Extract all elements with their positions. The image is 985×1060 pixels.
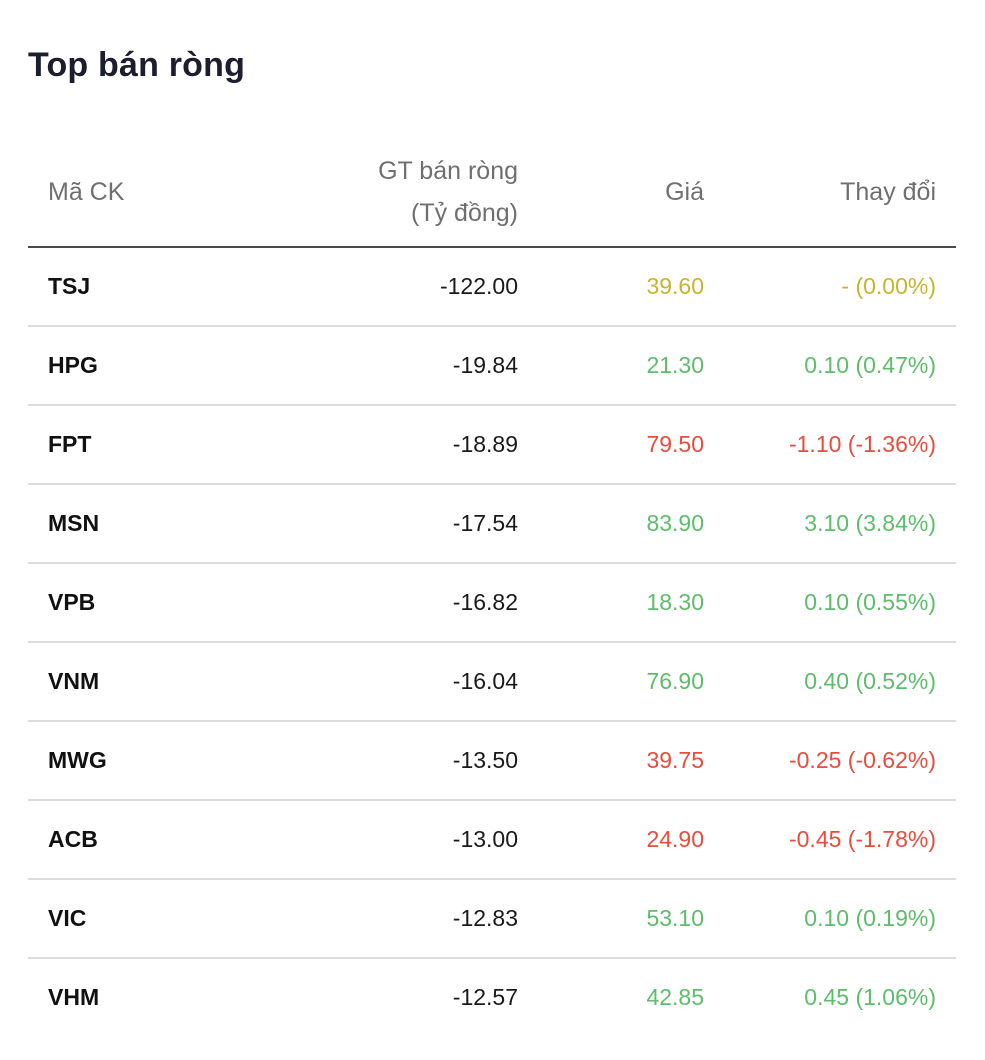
row-net-value: -12.57 xyxy=(452,984,518,1010)
row-price: 21.30 xyxy=(646,352,704,378)
row-price: 53.10 xyxy=(646,905,704,931)
header-net-value-line2: (Tỷ đồng) xyxy=(411,199,518,227)
row-symbol[interactable]: HPG xyxy=(48,352,98,378)
row-net-value: -122.00 xyxy=(439,273,518,299)
header-net-value[interactable]: GT bán ròng (Tỷ đồng) xyxy=(288,138,518,246)
row-net-value: -17.54 xyxy=(452,510,518,536)
table-row[interactable]: ACB -13.00 24.90 -0.45 (-1.78%) xyxy=(28,801,956,880)
row-price: 18.30 xyxy=(646,589,704,615)
row-price: 76.90 xyxy=(646,668,704,694)
net-sell-table: Mã CK GT bán ròng (Tỷ đồng) Giá Thay đổi… xyxy=(28,138,956,1036)
table-header: Mã CK GT bán ròng (Tỷ đồng) Giá Thay đổi xyxy=(28,138,956,248)
row-net-value: -19.84 xyxy=(452,352,518,378)
row-price: 39.60 xyxy=(646,273,704,299)
header-price[interactable]: Giá xyxy=(665,178,704,206)
row-net-value: -12.83 xyxy=(452,905,518,931)
row-change: -1.10 (-1.36%) xyxy=(788,431,936,457)
row-symbol[interactable]: VHM xyxy=(48,984,100,1010)
row-change: 0.45 (1.06%) xyxy=(804,984,936,1010)
row-symbol[interactable]: MWG xyxy=(48,747,107,773)
row-net-value: -18.89 xyxy=(452,431,518,457)
row-net-value: -13.00 xyxy=(452,826,518,852)
row-net-value: -13.50 xyxy=(452,747,518,773)
table-row[interactable]: TSJ -122.00 39.60 - (0.00%) xyxy=(28,248,956,327)
table-row[interactable]: FPT -18.89 79.50 -1.10 (-1.36%) xyxy=(28,406,956,485)
table-row[interactable]: VHM -12.57 42.85 0.45 (1.06%) xyxy=(28,959,956,1036)
table-row[interactable]: VNM -16.04 76.90 0.40 (0.52%) xyxy=(28,643,956,722)
row-price: 24.90 xyxy=(646,826,704,852)
row-price: 42.85 xyxy=(646,984,704,1010)
header-change[interactable]: Thay đổi xyxy=(840,178,936,206)
header-symbol[interactable]: Mã CK xyxy=(48,178,125,206)
row-price: 83.90 xyxy=(646,510,704,536)
row-change: 0.10 (0.19%) xyxy=(804,905,936,931)
row-change: - (0.00%) xyxy=(841,273,936,299)
row-change: -0.25 (-0.62%) xyxy=(788,747,936,773)
row-change: 0.40 (0.52%) xyxy=(804,668,936,694)
row-symbol[interactable]: VNM xyxy=(48,668,100,694)
row-change: -0.45 (-1.78%) xyxy=(788,826,936,852)
row-symbol[interactable]: FPT xyxy=(48,431,92,457)
row-symbol[interactable]: ACB xyxy=(48,826,98,852)
table-row[interactable]: VIC -12.83 53.10 0.10 (0.19%) xyxy=(28,880,956,959)
row-net-value: -16.82 xyxy=(452,589,518,615)
row-change: 0.10 (0.47%) xyxy=(804,352,936,378)
table-row[interactable]: MWG -13.50 39.75 -0.25 (-0.62%) xyxy=(28,722,956,801)
row-net-value: -16.04 xyxy=(452,668,518,694)
row-symbol[interactable]: TSJ xyxy=(48,273,91,299)
row-price: 39.75 xyxy=(646,747,704,773)
row-price: 79.50 xyxy=(646,431,704,457)
row-change: 3.10 (3.84%) xyxy=(804,510,936,536)
table-row[interactable]: VPB -16.82 18.30 0.10 (0.55%) xyxy=(28,564,956,643)
row-symbol[interactable]: VPB xyxy=(48,589,96,615)
table-row[interactable]: HPG -19.84 21.30 0.10 (0.47%) xyxy=(28,327,956,406)
header-net-value-line1: GT bán ròng xyxy=(378,157,518,185)
row-symbol[interactable]: MSN xyxy=(48,510,100,536)
row-symbol[interactable]: VIC xyxy=(48,905,87,931)
table-row[interactable]: MSN -17.54 83.90 3.10 (3.84%) xyxy=(28,485,956,564)
widget-title: Top bán ròng xyxy=(28,46,246,84)
table-body: TSJ -122.00 39.60 - (0.00%) HPG -19.84 2… xyxy=(28,248,956,1036)
row-change: 0.10 (0.55%) xyxy=(804,589,936,615)
